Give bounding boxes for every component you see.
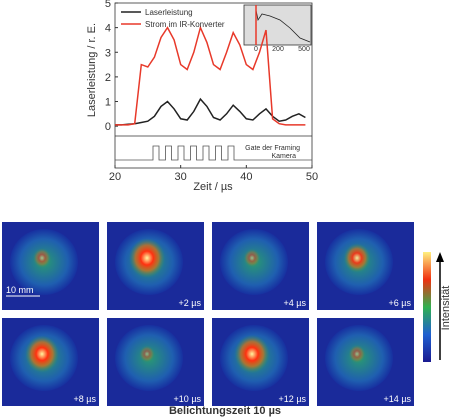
gate-label: Gate der Framing — [245, 145, 300, 152]
colorbar-label: Intensität — [440, 286, 450, 331]
inset — [243, 4, 312, 46]
y-tick-label: 5 — [105, 0, 111, 10]
gate-signal — [115, 145, 312, 161]
arrow-head — [436, 252, 444, 262]
scale-bar-label: 10 mm — [6, 285, 34, 295]
x-axis-label: Zeit / µs — [193, 181, 233, 193]
caption: Belichtungszeit 10 µs — [169, 405, 281, 417]
gate-label: Kamera — [271, 153, 296, 160]
colorbar — [423, 252, 431, 362]
frame-label: +6 µs — [389, 298, 412, 308]
frame-label: +2 µs — [179, 298, 202, 308]
y-tick-label: 0 — [105, 121, 111, 133]
frame-hotspot — [343, 243, 371, 273]
frame-hotspot — [348, 344, 366, 364]
x-tick-label: 30 — [175, 171, 187, 183]
chart: Laserleistung / r. E. Zeit / µs Gate der… — [86, 0, 318, 193]
legend-label: Strom im IR-Konverter — [145, 20, 225, 29]
x-tick-label: 50 — [306, 171, 318, 183]
legend-label: Laserleistung — [145, 8, 193, 17]
y-tick-label: 3 — [105, 47, 111, 59]
y-axis-label: Laserleistung / r. E. — [86, 23, 98, 117]
frame-label: +4 µs — [284, 298, 307, 308]
x-tick-label: 20 — [109, 171, 121, 183]
y-tick-label: 1 — [105, 97, 111, 109]
frame-label: +12 µs — [279, 394, 307, 404]
y-tick-label: 2 — [105, 72, 111, 84]
x-tick-label: 40 — [240, 171, 252, 183]
frames: +2 µs +4 µs +6 µs +8 µs +10 µs +12 µs +14 µs 10… — [2, 222, 414, 406]
frame-label: +14 µs — [384, 394, 412, 404]
inset-tick-label: 0 — [254, 46, 258, 53]
frame-hotspot — [139, 345, 155, 363]
frame-label: +8 µs — [74, 394, 97, 404]
frame-hotspot — [234, 334, 270, 374]
inset-curve — [255, 9, 311, 43]
inset-tick-label: 200 — [272, 46, 284, 53]
frame-hotspot — [33, 248, 51, 268]
y-tick-label: 4 — [105, 23, 111, 35]
frame-hotspot — [243, 248, 261, 268]
plot-frame — [114, 2, 313, 169]
series-line — [115, 25, 306, 126]
frame-label: +10 µs — [174, 394, 202, 404]
inset-tick-label: 500 — [298, 46, 310, 53]
frame-hotspot — [129, 238, 165, 278]
series-line — [115, 97, 306, 126]
frame-hotspot — [25, 335, 59, 373]
